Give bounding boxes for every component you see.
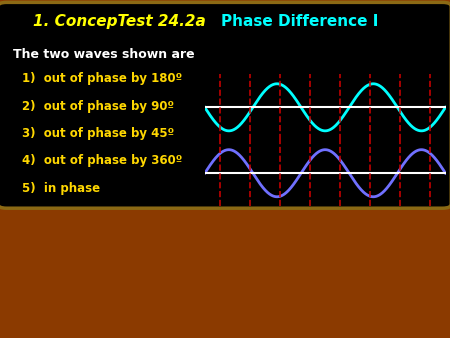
Text: The two waves shown are: The two waves shown are (14, 48, 195, 61)
FancyBboxPatch shape (0, 2, 450, 208)
Text: 5)  in phase: 5) in phase (22, 182, 100, 195)
Text: 2)  out of phase by 90º: 2) out of phase by 90º (22, 100, 174, 113)
Text: Phase Difference I: Phase Difference I (221, 14, 378, 28)
Text: 1. ConcepTest 24.2a: 1. ConcepTest 24.2a (33, 14, 206, 28)
Text: 3)  out of phase by 45º: 3) out of phase by 45º (22, 127, 174, 140)
Text: 1)  out of phase by 180º: 1) out of phase by 180º (22, 72, 182, 85)
Text: 4)  out of phase by 360º: 4) out of phase by 360º (22, 154, 182, 167)
